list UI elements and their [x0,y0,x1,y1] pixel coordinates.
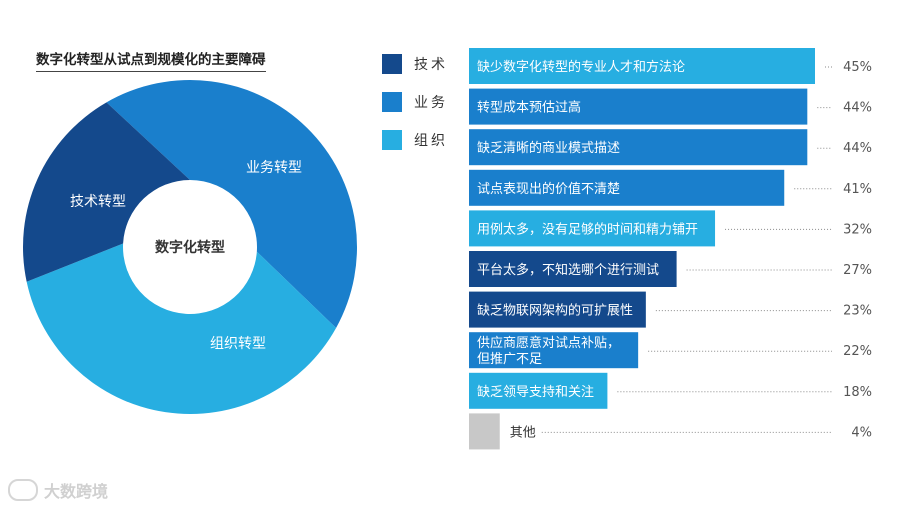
bar-2 [469,129,808,166]
watermark: 大数跨境 [8,478,108,502]
donut-label-tech: 技术转型 [70,194,126,210]
bar-label-1: 转型成本预估过高 [477,100,581,116]
bar-1 [469,88,808,125]
donut-segment-tech [22,102,190,282]
bar-value-3: 41% [843,182,872,197]
legend-item-business: 业务 [382,90,448,114]
bar-value-2: 44% [843,141,872,156]
donut-label-business: 业务转型 [246,160,302,176]
legend-label-org: 组织 [414,133,448,149]
bar-value-4: 32% [843,222,872,237]
bar-0 [469,48,815,84]
bar-6 [469,291,646,328]
watermark-text: 大数跨境 [44,482,109,501]
bar-value-7: 22% [843,344,872,359]
donut-center-label: 数字化转型 [155,239,225,256]
bar-label-5: 平台太多，不知选哪个进行测试 [477,262,659,278]
bar-5 [469,251,677,287]
bar-7 [469,332,639,369]
bar-4 [469,210,716,247]
legend-swatch-tech [382,54,402,74]
bar-label-2: 缺乏清晰的商业模式描述 [477,140,620,156]
bar-label-7: 供应商愿意对试点补贴，但推广不足 [477,335,620,367]
bar-label-6: 缺乏物联网架构的可扩展性 [477,303,633,319]
legend: 技术 业务 组织 [382,52,448,166]
legend-item-org: 组织 [382,128,448,152]
bar-value-5: 27% [843,263,872,278]
legend-swatch-business [382,92,402,112]
donut-segment-org [26,243,337,415]
legend-item-tech: 技术 [382,52,448,76]
bar-3 [469,169,785,206]
bar-label-4: 用例太多，没有足够的时间和精力铺开 [477,221,698,237]
legend-label-business: 业务 [414,95,448,111]
donut-label-org: 组织转型 [210,336,266,352]
legend-label-tech: 技术 [414,57,448,73]
bar-value-8: 18% [843,385,872,400]
legend-swatch-org [382,130,402,150]
donut-segment-business [106,79,358,328]
bar-9 [469,413,500,450]
bar-label-0: 缺少数字化转型的专业人才和方法论 [477,59,685,75]
bar-label-9: 其他 [510,425,536,440]
watermark-logo-icon [8,479,38,501]
chart-title: 数字化转型从试点到规模化的主要障碍 [36,48,266,72]
bar-value-1: 44% [843,101,872,116]
bar-label-3: 试点表现出的价值不清楚 [477,181,620,197]
bar-value-6: 23% [843,304,872,319]
bar-value-9: 4% [851,425,872,440]
bar-label-8: 缺乏领导支持和关注 [477,385,594,400]
bar-8 [469,372,608,409]
bar-value-0: 45% [843,60,872,75]
